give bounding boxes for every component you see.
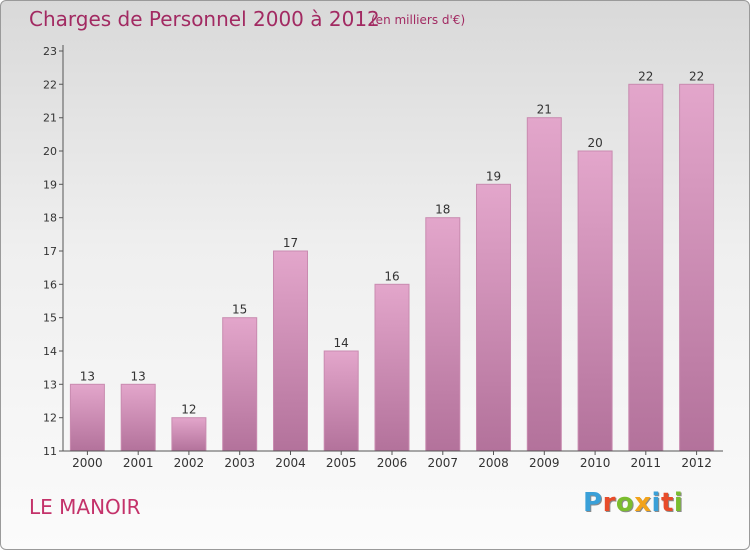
- y-tick-label-18: 18: [43, 212, 57, 225]
- x-tick-label-2005: 2005: [326, 456, 357, 470]
- data-label-2009: 21: [537, 103, 552, 117]
- bar-2010: [577, 150, 613, 452]
- axes-group: 2000 2001 2002 2003 2004 2005 2006 2007 2008 2009…: [43, 45, 723, 470]
- bar-2005: [323, 350, 359, 452]
- y-tick-label-19: 19: [43, 178, 57, 191]
- x-tick-label-2009: 2009: [529, 456, 560, 470]
- data-label-2005: 14: [334, 336, 349, 350]
- chart-subtitle: (en milliers d'€): [371, 13, 466, 27]
- bar-2011: [628, 83, 664, 452]
- bar-2008: [476, 183, 511, 452]
- data-label-2000: 13: [80, 369, 95, 383]
- y-tick-label-11: 11: [43, 445, 57, 458]
- y-tick-label-21: 21: [43, 112, 57, 125]
- x-tick-label-2001: 2001: [123, 456, 154, 470]
- proxiti-logo[interactable]: Proxiti: [583, 488, 684, 518]
- y-tick-label-16: 16: [43, 278, 57, 291]
- data-label-2010: 20: [587, 136, 602, 150]
- y-tick-label-22: 22: [43, 78, 57, 91]
- y-tick-label-14: 14: [43, 345, 57, 358]
- x-tick-label-2004: 2004: [275, 456, 306, 470]
- bar-2012: [679, 83, 715, 452]
- data-label-2003: 15: [232, 303, 247, 317]
- x-tick-label-2012: 2012: [681, 456, 712, 470]
- data-label-2011: 22: [638, 69, 653, 83]
- data-label-2008: 19: [486, 169, 501, 183]
- x-tick-label-2000: 2000: [72, 456, 103, 470]
- bars-group: 13 13 12 15 17 14 16 18 19 21 20 22 22: [69, 69, 715, 452]
- x-tick-label-2003: 2003: [224, 456, 255, 470]
- x-tick-label-2008: 2008: [478, 456, 509, 470]
- y-tick-label-12: 12: [43, 412, 57, 425]
- bar-2000: [69, 383, 105, 452]
- bar-2007: [425, 217, 461, 452]
- data-label-2006: 16: [384, 269, 399, 283]
- data-label-2004: 17: [283, 236, 298, 250]
- bar-2009: [526, 117, 562, 452]
- data-label-2001: 13: [131, 369, 146, 383]
- x-tick-label-2011: 2011: [631, 456, 662, 470]
- x-tick-label-2010: 2010: [580, 456, 611, 470]
- bar-2006: [374, 283, 410, 452]
- bar-2002: [171, 417, 207, 452]
- bar-2001: [120, 383, 156, 452]
- bar-2003: [222, 317, 258, 452]
- y-tick-label-13: 13: [43, 378, 57, 391]
- y-tick-label-17: 17: [43, 245, 57, 258]
- y-tick-label-15: 15: [43, 312, 57, 325]
- chart-title: Charges de Personnel 2000 à 2012: [29, 7, 380, 31]
- x-tick-label-2006: 2006: [377, 456, 408, 470]
- commune-name: LE MANOIR: [29, 495, 141, 519]
- bar-2004: [273, 250, 308, 452]
- y-tick-label-23: 23: [43, 45, 57, 58]
- data-label-2012: 22: [689, 69, 704, 83]
- x-tick-label-2002: 2002: [174, 456, 205, 470]
- y-tick-label-20: 20: [43, 145, 57, 158]
- data-label-2002: 12: [181, 403, 196, 417]
- x-tick-label-2007: 2007: [428, 456, 459, 470]
- data-label-2007: 18: [435, 203, 450, 217]
